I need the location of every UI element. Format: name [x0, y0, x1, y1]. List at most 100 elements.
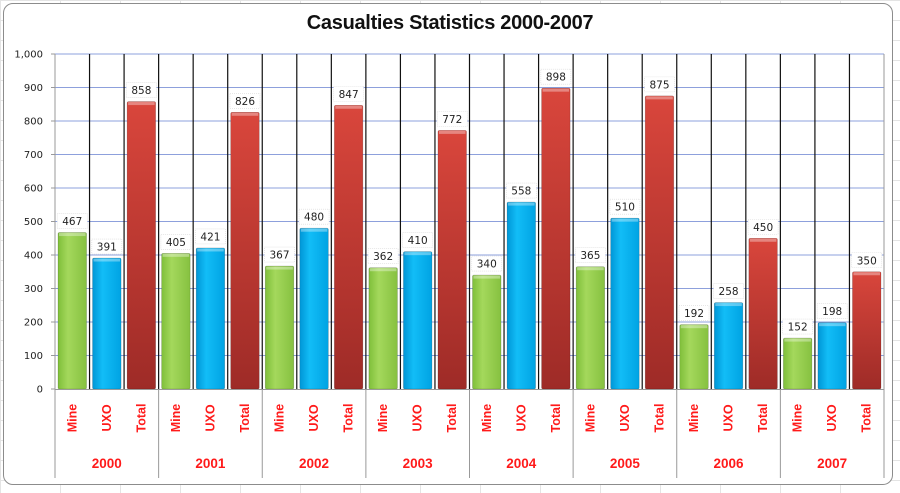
data-label: 510	[615, 202, 635, 214]
bar-highlight	[59, 233, 86, 237]
bar-highlight	[715, 303, 742, 307]
bar-highlight	[749, 238, 777, 242]
y-tick-label: 300	[24, 284, 43, 295]
bar-highlight	[473, 275, 501, 279]
bar-total	[748, 237, 778, 390]
year-group-label: 2001	[195, 456, 226, 471]
data-label: 410	[408, 235, 428, 247]
bar-highlight	[542, 88, 570, 92]
column-separators	[88, 54, 851, 478]
data-label-box	[506, 182, 537, 199]
category-label-uxo: UXO	[100, 404, 114, 431]
data-label: 350	[857, 255, 877, 267]
bar-total	[437, 130, 467, 390]
data-label-box	[91, 238, 123, 255]
category-label-total: Total	[860, 404, 874, 433]
data-label-box	[264, 246, 295, 263]
data-label-box	[436, 111, 468, 127]
bar-highlight	[577, 267, 604, 271]
data-label: 391	[97, 242, 117, 254]
data-label-box	[195, 228, 226, 245]
data-label: 421	[200, 231, 220, 243]
bar-highlight	[646, 96, 673, 100]
bar-highlight	[680, 325, 708, 329]
bar-uxo	[713, 302, 744, 390]
data-label-box	[644, 76, 675, 93]
data-label: 367	[269, 250, 289, 262]
y-tick-label: 900	[24, 83, 43, 94]
bar-uxo	[506, 201, 536, 390]
bar-total	[541, 87, 571, 390]
bar-mine	[783, 337, 813, 390]
y-tick-label: 400	[24, 251, 43, 262]
data-label-box	[713, 283, 744, 299]
bar-highlight	[853, 272, 880, 276]
bar-mine	[368, 267, 398, 390]
y-tick-label: 200	[24, 318, 43, 329]
bar-total	[852, 271, 882, 390]
year-group-label: 2002	[299, 456, 329, 471]
data-label-box	[402, 232, 433, 248]
data-label-box	[471, 255, 503, 272]
bar-uxo	[817, 322, 847, 390]
bar-uxo	[195, 247, 226, 390]
y-tick-label: 500	[24, 217, 43, 228]
data-label: 152	[788, 322, 808, 334]
data-label: 898	[546, 72, 566, 84]
year-group-label: 2000	[92, 456, 122, 471]
category-label-total: Total	[549, 404, 563, 433]
data-label: 450	[753, 222, 773, 234]
category-label-uxo: UXO	[618, 404, 632, 431]
bar-highlight	[93, 258, 121, 262]
bar-mine	[679, 324, 709, 390]
bar-highlight	[438, 130, 466, 134]
data-label: 480	[304, 212, 324, 224]
category-label-mine: Mine	[791, 404, 805, 433]
data-label-box	[367, 248, 399, 265]
data-label: 558	[511, 186, 531, 198]
bar-highlight	[404, 252, 431, 256]
category-label-mine: Mine	[273, 404, 287, 433]
bar-mine	[161, 253, 191, 390]
axes: 0 100 200 300 400 500 600 700 800 900 1,000 Mine UXO…	[14, 50, 885, 478]
category-label-total: Total	[238, 404, 252, 433]
category-label-total: Total	[756, 404, 770, 433]
bar-highlight	[266, 266, 293, 270]
bar-mine	[575, 266, 605, 390]
data-label-box	[816, 303, 848, 319]
data-label: 192	[684, 308, 704, 320]
data-label-box	[747, 218, 779, 235]
bar-total	[126, 101, 156, 390]
bar-highlight	[162, 253, 190, 257]
bar-highlight	[300, 228, 328, 232]
data-label: 467	[62, 216, 82, 228]
category-label-uxo: UXO	[203, 404, 217, 431]
category-label-mine: Mine	[583, 404, 597, 433]
data-label-box	[160, 234, 192, 250]
data-label: 875	[649, 79, 669, 91]
data-labels: 467 391 858 405 421 826 367 480 847 362 410 772 340 5…	[56, 68, 883, 335]
category-label-mine: Mine	[169, 404, 183, 433]
category-label-total: Total	[445, 404, 459, 433]
bar-highlight	[128, 102, 155, 106]
year-group-label: 2006	[714, 456, 745, 471]
bar-highlight	[784, 338, 811, 342]
category-label-mine: Mine	[687, 404, 701, 433]
bars	[57, 87, 882, 390]
bar-total	[230, 111, 260, 390]
y-tick-label: 0	[37, 385, 43, 396]
chart-title: Casualties Statistics 2000-2007	[306, 12, 594, 34]
data-label-box	[782, 318, 813, 335]
bar-highlight	[197, 248, 224, 252]
category-label-mine: Mine	[65, 404, 79, 433]
data-label: 365	[580, 250, 600, 262]
bar-total	[644, 95, 675, 390]
bar-total	[334, 104, 364, 390]
y-tick-label: 100	[24, 351, 43, 362]
category-label-total: Total	[134, 404, 148, 433]
data-label-box	[298, 208, 330, 225]
data-label: 826	[235, 96, 255, 108]
data-label: 258	[719, 286, 739, 298]
year-group-label: 2003	[403, 456, 434, 471]
